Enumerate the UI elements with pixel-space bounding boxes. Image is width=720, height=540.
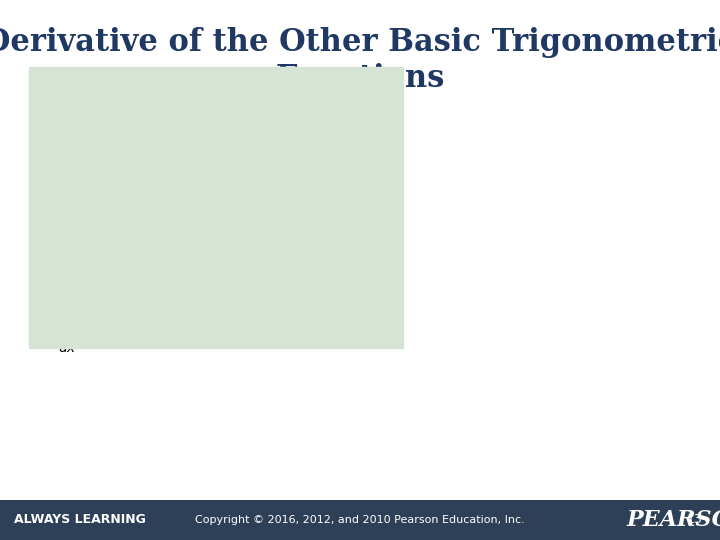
Text: $\frac{d}{dx}\csc x = -\csc x\cot x$: $\frac{d}{dx}\csc x = -\csc x\cot x$: [58, 324, 264, 356]
Text: Copyright © 2016, 2012, and 2010 Pearson Education, Inc.: Copyright © 2016, 2012, and 2010 Pearson…: [195, 515, 525, 525]
Text: Derivative of the Other Basic Trigonometric
Functions: Derivative of the Other Basic Trigonomet…: [0, 27, 720, 94]
Text: $\frac{d}{dx}\sec x = \sec x\tan x$: $\frac{d}{dx}\sec x = \sec x\tan x$: [58, 259, 245, 292]
Text: ALWAYS LEARNING: ALWAYS LEARNING: [14, 513, 146, 526]
Text: PEARSON: PEARSON: [626, 509, 720, 531]
Text: 13: 13: [686, 513, 702, 526]
Text: $\frac{d}{dx}\cot x = -\csc^2 x$: $\frac{d}{dx}\cot x = -\csc^2 x$: [58, 194, 228, 227]
Text: $\frac{d}{dx}\tan x = \sec^2 x$: $\frac{d}{dx}\tan x = \sec^2 x$: [58, 130, 207, 162]
